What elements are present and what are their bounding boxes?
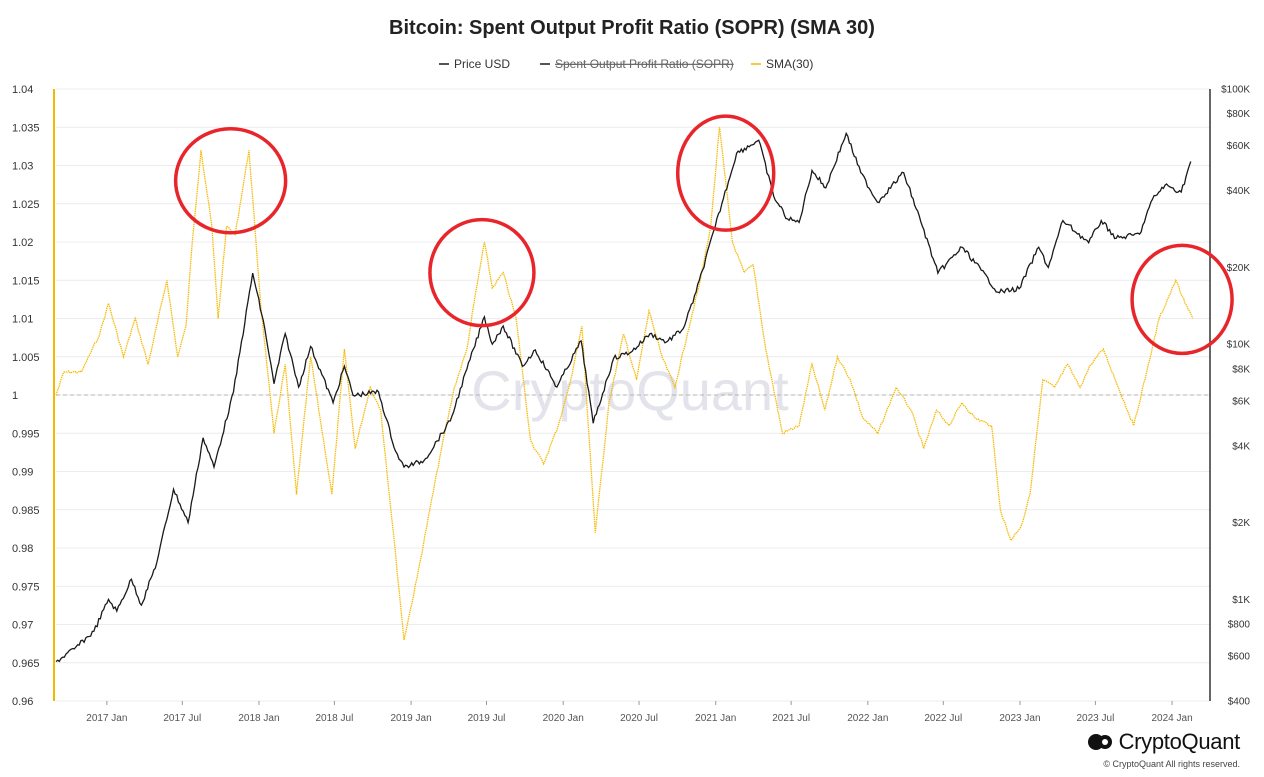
x-tick-label: 2018 Jul <box>315 713 353 724</box>
left-tick-label: 1.01 <box>12 314 33 326</box>
right-tick-label: $40K <box>1227 186 1251 197</box>
left-tick-label: 0.98 <box>12 543 33 555</box>
right-tick-label: $1K <box>1232 595 1250 606</box>
x-tick-label: 2020 Jul <box>620 713 658 724</box>
highlight-circle <box>428 217 536 328</box>
x-tick-label: 2022 Jul <box>924 713 962 724</box>
right-tick-label: $400 <box>1228 697 1251 708</box>
right-tick-label: $20K <box>1227 263 1251 274</box>
right-tick-label: $800 <box>1228 620 1251 631</box>
left-tick-label: 0.96 <box>12 696 33 708</box>
x-tick-label: 2020 Jan <box>543 713 584 724</box>
left-tick-label: 1.015 <box>12 275 40 287</box>
brand-name: CryptoQuant <box>1118 729 1241 754</box>
left-tick-label: 0.995 <box>12 428 40 440</box>
left-axis-ticks: 1.04 1.035 1.03 1.025 1.02 1.015 1.01 1.005 1 0.9… <box>12 84 40 708</box>
left-tick-label: 1.035 <box>12 122 40 134</box>
brand-footer: CryptoQuant <box>1087 729 1240 755</box>
x-tick-label: 2022 Jan <box>847 713 888 724</box>
price-usd-series-line <box>55 131 1192 663</box>
left-tick-label: 0.97 <box>12 620 33 632</box>
cryptoquant-logo-icon <box>1087 734 1112 750</box>
right-tick-label: $60K <box>1227 141 1251 152</box>
x-tick-label: 2023 Jan <box>999 713 1040 724</box>
highlight-circle <box>675 114 776 232</box>
x-axis-ticks: 2017 Jan 2017 Jul 2018 Jan 2018 Jul 2019 Jan… <box>86 701 1193 724</box>
left-tick-label: 0.975 <box>12 581 40 593</box>
x-tick-label: 2023 Jul <box>1076 713 1114 724</box>
left-tick-label: 1.005 <box>12 352 40 364</box>
x-tick-label: 2017 Jul <box>163 713 201 724</box>
right-tick-label: $10K <box>1227 340 1251 351</box>
legend-item-price[interactable]: Price USD <box>454 57 510 71</box>
x-tick-label: 2021 Jul <box>772 713 810 724</box>
left-tick-label: 0.965 <box>12 658 40 670</box>
x-tick-label: 2019 Jul <box>468 713 506 724</box>
right-tick-label: $80K <box>1227 109 1251 120</box>
x-tick-label: 2018 Jan <box>238 713 279 724</box>
highlight-circle <box>1130 243 1234 356</box>
right-tick-label: $6K <box>1232 396 1250 407</box>
chart-title: Bitcoin: Spent Output Profit Ratio (SOPR… <box>389 17 875 39</box>
left-tick-label: 1.03 <box>12 161 33 173</box>
x-tick-label: 2021 Jan <box>695 713 736 724</box>
left-tick-label: 1 <box>12 390 18 402</box>
copyright: © CryptoQuant All rights reserved. <box>1103 759 1240 769</box>
right-tick-label: $100K <box>1221 85 1250 96</box>
legend: Price USD Spent Output Profit Ratio (SOP… <box>439 57 813 71</box>
right-tick-label: $4K <box>1232 441 1250 452</box>
x-tick-label: 2017 Jan <box>86 713 127 724</box>
highlight-circle <box>173 127 288 235</box>
right-axis-ticks: $100K $80K $60K $40K $20K $10K $8K $6K $4K $2K $1K… <box>1221 85 1250 708</box>
left-tick-label: 1.02 <box>12 237 33 249</box>
left-tick-label: 0.985 <box>12 505 40 517</box>
left-tick-label: 0.99 <box>12 467 33 479</box>
highlight-circles <box>173 114 1234 356</box>
right-tick-label: $2K <box>1232 518 1250 529</box>
sma30-series-line <box>55 127 1194 640</box>
x-tick-label: 2019 Jan <box>390 713 431 724</box>
left-tick-label: 1.04 <box>12 84 33 96</box>
legend-item-sma[interactable]: SMA(30) <box>766 57 813 71</box>
x-tick-label: 2024 Jan <box>1151 713 1192 724</box>
legend-item-sopr[interactable]: Spent Output Profit Ratio (SOPR) <box>555 57 734 71</box>
left-tick-label: 1.025 <box>12 199 40 211</box>
watermark: CryptoQuant <box>471 359 789 422</box>
right-tick-label: $8K <box>1232 364 1250 375</box>
right-tick-label: $600 <box>1228 652 1251 663</box>
